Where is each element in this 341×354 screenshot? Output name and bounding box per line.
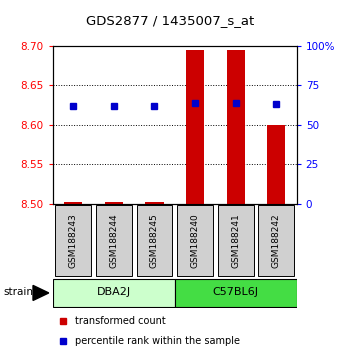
Bar: [267, 125, 285, 204]
Text: percentile rank within the sample: percentile rank within the sample: [75, 336, 240, 346]
Polygon shape: [33, 285, 49, 301]
Text: transformed count: transformed count: [75, 316, 165, 326]
Bar: [186, 50, 204, 204]
Bar: [55, 205, 91, 276]
Bar: [64, 202, 82, 204]
Bar: [145, 202, 164, 204]
Text: GSM188244: GSM188244: [109, 213, 118, 268]
Bar: [258, 205, 294, 276]
Bar: [177, 205, 213, 276]
Text: GDS2877 / 1435007_s_at: GDS2877 / 1435007_s_at: [86, 14, 255, 27]
Bar: [175, 279, 297, 307]
Bar: [96, 205, 132, 276]
Bar: [226, 50, 245, 204]
Text: GSM188243: GSM188243: [69, 213, 78, 268]
Bar: [218, 205, 254, 276]
Bar: [53, 279, 175, 307]
Bar: [136, 205, 172, 276]
Text: GSM188245: GSM188245: [150, 213, 159, 268]
Text: GSM188242: GSM188242: [272, 213, 281, 268]
Text: GSM188240: GSM188240: [191, 213, 199, 268]
Text: strain: strain: [3, 287, 33, 297]
Text: C57BL6J: C57BL6J: [213, 287, 259, 297]
Text: GSM188241: GSM188241: [231, 213, 240, 268]
Text: DBA2J: DBA2J: [97, 287, 131, 297]
Bar: [105, 202, 123, 204]
